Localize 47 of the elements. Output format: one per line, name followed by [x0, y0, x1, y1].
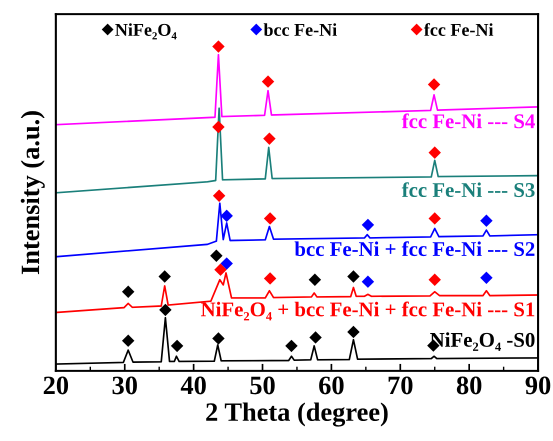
- y-axis-title: Intensity (a.u.): [20, 111, 45, 274]
- point: [263, 132, 276, 145]
- x-tick-label: 80: [456, 376, 482, 394]
- point: [262, 75, 274, 88]
- point: [122, 334, 134, 347]
- legend-label: NiFe₂O₄: [115, 23, 177, 40]
- point: [347, 326, 360, 338]
- point: [308, 274, 322, 286]
- point: [220, 257, 233, 270]
- x-tick-label: 40: [180, 376, 206, 394]
- point: [480, 272, 493, 284]
- point: [159, 304, 172, 316]
- point: [347, 270, 360, 283]
- point: [210, 250, 223, 262]
- x-tick-label: 20: [44, 376, 68, 394]
- point: [212, 120, 225, 134]
- point: [285, 340, 298, 352]
- point: [362, 218, 374, 232]
- point: [212, 332, 225, 345]
- x-axis-title: 2 Theta (degree): [206, 402, 388, 427]
- legend-label: bcc Fe-Ni: [264, 23, 337, 36]
- x-tick-label: 70: [388, 376, 412, 394]
- series-label: bcc Fe-Ni + fcc Fe-Ni --- S2: [294, 241, 534, 256]
- point: [170, 340, 184, 352]
- series-label: NiFe₂O₄ + bcc Fe-Ni + fcc Fe-Ni --- S1: [200, 302, 534, 320]
- point: [122, 286, 134, 298]
- point: [480, 214, 493, 227]
- series-label: fcc Fe-Ni --- S3: [402, 182, 535, 198]
- legend-label: fcc Fe-Ni: [424, 23, 494, 36]
- point: [428, 146, 441, 159]
- x-tick-label: 30: [112, 376, 137, 394]
- point: [212, 40, 225, 53]
- point: [212, 190, 226, 202]
- point: [264, 272, 276, 285]
- series-label: fcc Fe-Ni --- S4: [402, 113, 535, 128]
- point: [428, 78, 440, 91]
- point: [264, 212, 276, 225]
- x-tick-label: 60: [319, 376, 344, 394]
- x-tick-label: 90: [526, 376, 550, 394]
- point: [214, 263, 227, 276]
- point: [220, 210, 233, 222]
- point: [428, 212, 441, 225]
- point: [428, 274, 441, 286]
- point: [158, 270, 171, 283]
- x-tick-label: 50: [250, 376, 275, 394]
- point: [362, 275, 374, 288]
- point: [309, 331, 322, 344]
